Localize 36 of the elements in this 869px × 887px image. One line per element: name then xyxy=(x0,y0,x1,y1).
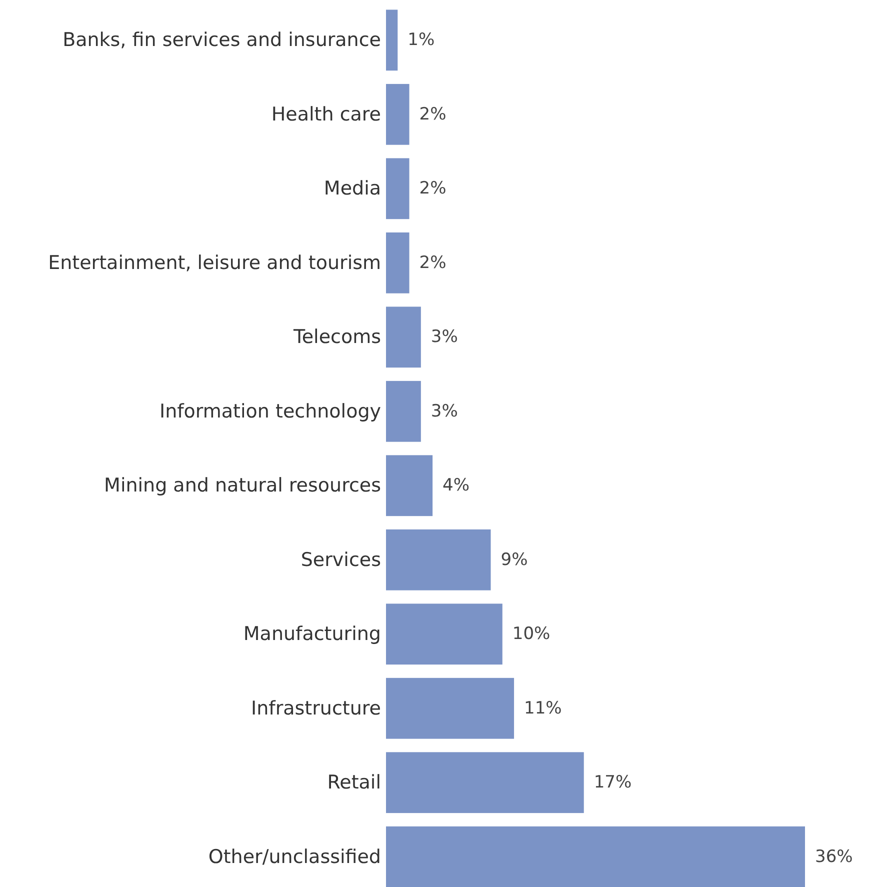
data-label: 10% xyxy=(512,624,550,644)
y-tick-label: Media xyxy=(324,178,381,200)
bar xyxy=(386,529,491,590)
data-label: 36% xyxy=(815,846,853,867)
bar xyxy=(386,232,410,294)
data-label: 3% xyxy=(430,327,458,348)
data-label: 1% xyxy=(408,30,435,50)
data-label: 2% xyxy=(419,178,446,199)
bar xyxy=(386,455,433,516)
data-label: 4% xyxy=(442,476,470,496)
y-tick-label: Manufacturing xyxy=(243,623,381,646)
bar xyxy=(386,678,514,739)
data-label: 2% xyxy=(419,252,446,273)
bar xyxy=(386,84,410,145)
y-tick-label: Health care xyxy=(271,103,381,126)
y-tick-label: Mining and natural resources xyxy=(104,474,381,497)
bar xyxy=(386,604,502,665)
data-label: 17% xyxy=(594,772,632,793)
bar xyxy=(386,752,584,814)
y-tick-label: Information technology xyxy=(159,400,381,422)
y-tick-label: Infrastructure xyxy=(250,697,381,720)
data-label: 9% xyxy=(500,550,528,570)
bar xyxy=(386,158,410,220)
bar xyxy=(386,826,805,887)
bar xyxy=(386,306,421,368)
data-label: 3% xyxy=(430,401,458,422)
y-tick-label: Retail xyxy=(327,772,381,794)
bar xyxy=(386,10,398,71)
data-label: 2% xyxy=(419,104,446,124)
y-tick-label: Services xyxy=(300,548,381,571)
y-tick-label: Entertainment, leisure and tourism xyxy=(48,252,381,274)
bar xyxy=(386,380,421,442)
y-tick-label: Other/unclassified xyxy=(208,846,381,868)
y-tick-label: Telecoms xyxy=(292,326,381,348)
data-label: 11% xyxy=(524,698,562,718)
y-tick-label: Banks, fin services and insurance xyxy=(62,29,381,52)
